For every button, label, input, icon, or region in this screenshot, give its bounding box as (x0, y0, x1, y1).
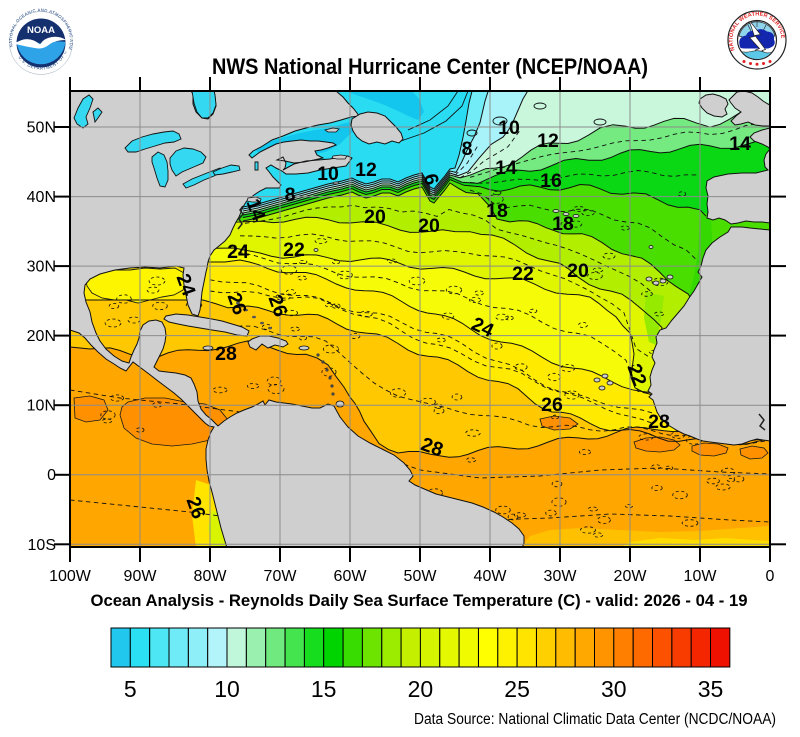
svg-text:28: 28 (648, 411, 670, 433)
svg-text:0: 0 (766, 568, 775, 585)
svg-text:30N: 30N (27, 259, 56, 276)
svg-text:18: 18 (486, 200, 508, 222)
svg-text:10: 10 (498, 117, 520, 139)
svg-text:14: 14 (729, 133, 751, 155)
svg-text:70W: 70W (264, 568, 298, 585)
svg-text:Ocean Analysis - Reynolds Dail: Ocean Analysis - Reynolds Daily Sea Surf… (91, 591, 748, 610)
svg-text:12: 12 (537, 130, 559, 152)
svg-text:20: 20 (418, 215, 440, 237)
svg-text:28: 28 (215, 343, 237, 365)
svg-text:26: 26 (541, 394, 563, 416)
svg-text:30W: 30W (544, 568, 578, 585)
svg-text:15: 15 (311, 676, 337, 702)
svg-text:NOAA: NOAA (27, 25, 55, 36)
svg-text:20: 20 (567, 260, 589, 282)
svg-text:22: 22 (512, 263, 534, 285)
svg-text:35: 35 (698, 676, 724, 702)
svg-text:40W: 40W (474, 568, 508, 585)
svg-text:90W: 90W (124, 568, 158, 585)
svg-text:Data Source: National Climatic: Data Source: National Climatic Data Cent… (414, 711, 776, 728)
svg-text:10N: 10N (27, 398, 56, 415)
svg-text:10: 10 (214, 676, 240, 702)
svg-text:16: 16 (540, 170, 562, 192)
svg-text:25: 25 (504, 676, 530, 702)
svg-text:20N: 20N (27, 328, 56, 345)
svg-text:24: 24 (227, 241, 249, 263)
svg-text:80W: 80W (194, 568, 228, 585)
svg-text:20: 20 (364, 206, 386, 228)
svg-text:NWS National Hurricane Center: NWS National Hurricane Center (NCEP/NOAA… (212, 54, 648, 79)
svg-text:8: 8 (285, 184, 296, 206)
svg-text:20: 20 (408, 676, 434, 702)
svg-text:50N: 50N (27, 120, 56, 137)
svg-text:10S: 10S (28, 537, 56, 554)
svg-text:22: 22 (283, 239, 305, 261)
svg-text:40N: 40N (27, 189, 56, 206)
svg-text:12: 12 (355, 159, 377, 181)
svg-text:5: 5 (124, 676, 137, 702)
svg-text:8: 8 (462, 138, 473, 160)
svg-text:10: 10 (317, 163, 339, 185)
svg-text:100W: 100W (49, 568, 92, 585)
svg-text:14: 14 (495, 157, 517, 179)
svg-text:20W: 20W (614, 568, 648, 585)
svg-text:60W: 60W (334, 568, 368, 585)
svg-text:30: 30 (601, 676, 627, 702)
svg-text:0: 0 (47, 467, 56, 484)
svg-text:10W: 10W (684, 568, 718, 585)
svg-text:50W: 50W (404, 568, 438, 585)
svg-text:18: 18 (552, 213, 574, 235)
